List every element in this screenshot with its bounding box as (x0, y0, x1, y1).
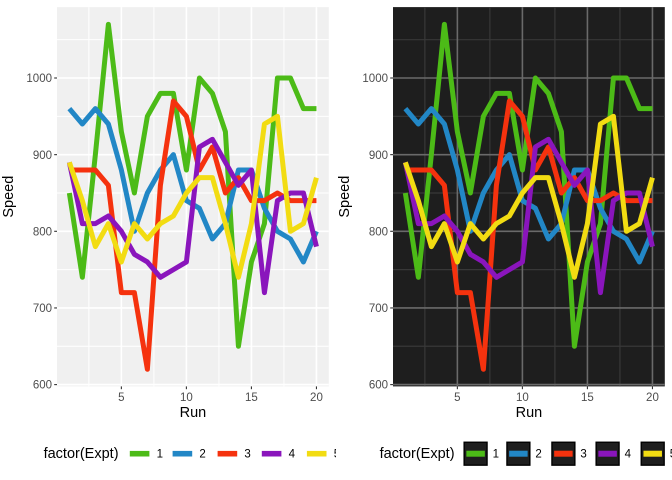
svg-text:3: 3 (244, 449, 250, 461)
svg-text:5: 5 (670, 449, 672, 461)
svg-text:2: 2 (199, 449, 205, 461)
svg-text:1: 1 (493, 449, 499, 461)
svg-text:3: 3 (580, 449, 586, 461)
svg-text:800: 800 (33, 226, 52, 238)
svg-text:Run: Run (516, 405, 543, 421)
svg-text:1: 1 (157, 449, 163, 461)
svg-text:5: 5 (118, 392, 124, 404)
svg-text:1000: 1000 (26, 73, 52, 85)
svg-text:900: 900 (369, 150, 388, 162)
svg-text:1000: 1000 (362, 73, 388, 85)
svg-text:600: 600 (369, 380, 388, 392)
svg-text:10: 10 (516, 392, 529, 404)
svg-text:4: 4 (289, 449, 296, 461)
svg-text:20: 20 (646, 392, 659, 404)
svg-text:Speed: Speed (1, 176, 17, 218)
svg-text:20: 20 (310, 392, 323, 404)
svg-text:2: 2 (535, 449, 541, 461)
svg-text:factor(Expt): factor(Expt) (44, 446, 119, 462)
svg-text:10: 10 (180, 392, 193, 404)
svg-text:15: 15 (581, 392, 594, 404)
svg-text:5: 5 (454, 392, 460, 404)
svg-text:factor(Expt): factor(Expt) (380, 446, 455, 462)
svg-text:900: 900 (33, 150, 52, 162)
svg-text:800: 800 (369, 226, 388, 238)
svg-text:Speed: Speed (337, 176, 353, 218)
svg-text:600: 600 (33, 380, 52, 392)
svg-text:4: 4 (625, 449, 632, 461)
svg-text:15: 15 (245, 392, 258, 404)
svg-text:5: 5 (334, 449, 336, 461)
svg-text:700: 700 (33, 303, 52, 315)
svg-text:700: 700 (369, 303, 388, 315)
svg-text:Run: Run (180, 405, 207, 421)
